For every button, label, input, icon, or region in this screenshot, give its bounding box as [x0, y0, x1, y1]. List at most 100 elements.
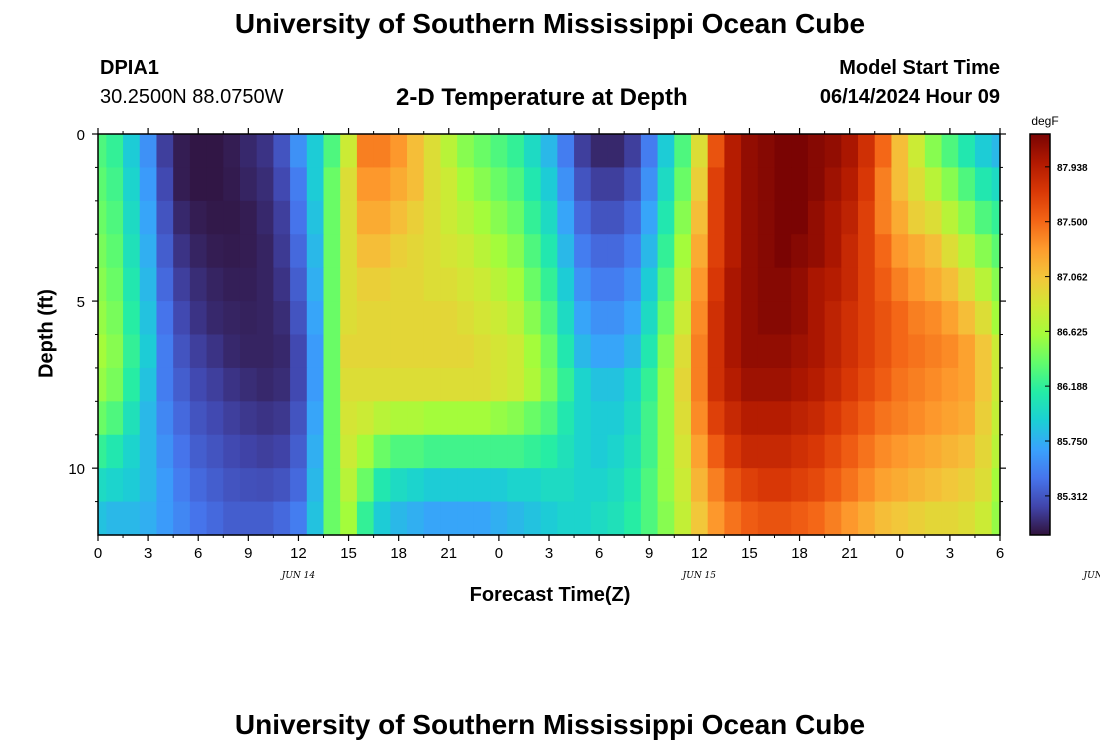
heatmap-cell: [256, 167, 274, 202]
heatmap-cell: [757, 167, 776, 202]
heatmap-cell: [657, 167, 675, 202]
heatmap-cell: [574, 468, 592, 503]
heatmap-cell: [423, 301, 442, 336]
heatmap-cell: [523, 267, 542, 302]
heatmap-cell: [874, 134, 893, 169]
heatmap-cell: [507, 234, 525, 269]
heatmap-cell: [874, 501, 893, 536]
heatmap-cell: [423, 367, 442, 402]
heatmap-cell: [891, 401, 909, 436]
heatmap-cell: [590, 334, 609, 369]
heatmap-cell: [156, 367, 174, 402]
heatmap-cell: [674, 234, 692, 269]
heatmap-cell: [974, 468, 993, 503]
heatmap-cell: [657, 200, 675, 235]
heatmap-cell: [440, 334, 458, 369]
heatmap-cell: [707, 167, 725, 202]
heatmap-cell: [674, 401, 692, 436]
heatmap-cell: [557, 468, 575, 503]
heatmap-cell: [523, 434, 542, 469]
heatmap-cell: [741, 334, 759, 369]
heatmap-cell: [908, 434, 926, 469]
heatmap-cell: [356, 234, 375, 269]
heatmap-cell: [741, 234, 759, 269]
heatmap-cell: [123, 200, 141, 235]
heatmap-cell: [941, 301, 959, 336]
heatmap-cell: [607, 134, 625, 169]
heatmap-cell: [958, 200, 976, 235]
x-tick-label: 6: [595, 545, 603, 562]
colorbar-tick-label: 87.500: [1057, 218, 1088, 229]
heatmap-cell: [690, 367, 709, 402]
heatmap-cell: [974, 367, 993, 402]
heatmap-cell: [273, 301, 291, 336]
heatmap-cell: [173, 468, 191, 503]
heatmap-cell: [306, 200, 325, 235]
heatmap-cell: [690, 134, 709, 169]
heatmap-cell: [574, 267, 592, 302]
heatmap-cell: [974, 401, 993, 436]
heatmap-cell: [473, 200, 492, 235]
heatmap-cell: [507, 267, 525, 302]
heatmap-cell: [340, 301, 358, 336]
heatmap-cell: [557, 167, 575, 202]
heatmap-cell: [323, 234, 341, 269]
heatmap-cell: [256, 468, 274, 503]
heatmap-cell: [707, 301, 725, 336]
heatmap-cell: [924, 267, 943, 302]
heatmap-cell: [607, 301, 625, 336]
heatmap-cell: [390, 501, 408, 536]
heatmap-cell: [791, 200, 809, 235]
heatmap-cell: [457, 301, 475, 336]
heatmap-cell: [523, 468, 542, 503]
heatmap-cell: [156, 301, 174, 336]
heatmap-cell: [473, 434, 492, 469]
heatmap-cell: [340, 200, 358, 235]
heatmap-cell: [173, 234, 191, 269]
heatmap-cell: [356, 434, 375, 469]
heatmap-cell: [306, 468, 325, 503]
heatmap-cell: [98, 401, 107, 436]
heatmap-cell: [256, 501, 274, 536]
heatmap-cell: [590, 301, 609, 336]
heatmap-cell: [757, 301, 776, 336]
heatmap-cell: [223, 334, 241, 369]
heatmap-cell: [123, 167, 141, 202]
heatmap-cell: [908, 234, 926, 269]
heatmap-cell: [807, 501, 826, 536]
heatmap-cell: [557, 434, 575, 469]
heatmap-cell: [173, 167, 191, 202]
heatmap-cell: [323, 367, 341, 402]
colorbar: degF 87.938 87.500 87.062 86.625 86.188 85.750…: [1029, 114, 1088, 536]
heatmap-cell: [98, 434, 107, 469]
heatmap-cell: [640, 267, 659, 302]
heatmap-cell: [891, 334, 909, 369]
heatmap-cell: [239, 200, 258, 235]
station-coordinates: 30.2500N 88.0750W: [100, 86, 284, 108]
heatmap-cell: [290, 200, 308, 235]
heatmap-cell: [824, 334, 842, 369]
heatmap-cell: [624, 134, 642, 169]
heatmap-cell: [323, 501, 341, 536]
heatmap-cell: [540, 200, 558, 235]
heatmap-cell: [807, 301, 826, 336]
heatmap-cell: [98, 334, 107, 369]
heatmap-cell: [440, 434, 458, 469]
heatmap-cell: [139, 334, 158, 369]
heatmap-cell: [958, 367, 976, 402]
heatmap-cell: [423, 167, 442, 202]
heatmap-cell: [640, 301, 659, 336]
x-tick-label: 0: [495, 545, 503, 562]
heatmap-cell: [189, 167, 208, 202]
heatmap-cell: [390, 301, 408, 336]
heatmap-cell: [807, 334, 826, 369]
heatmap-cell: [373, 267, 391, 302]
heatmap-cell: [958, 334, 976, 369]
heatmap-cell: [306, 501, 325, 536]
heatmap-cell: [791, 167, 809, 202]
colorbar-tick-label: 86.188: [1057, 382, 1088, 393]
heatmap-cell: [690, 468, 709, 503]
heatmap-cell: [590, 267, 609, 302]
heatmap-cell: [991, 334, 1001, 369]
heatmap-cell: [974, 334, 993, 369]
